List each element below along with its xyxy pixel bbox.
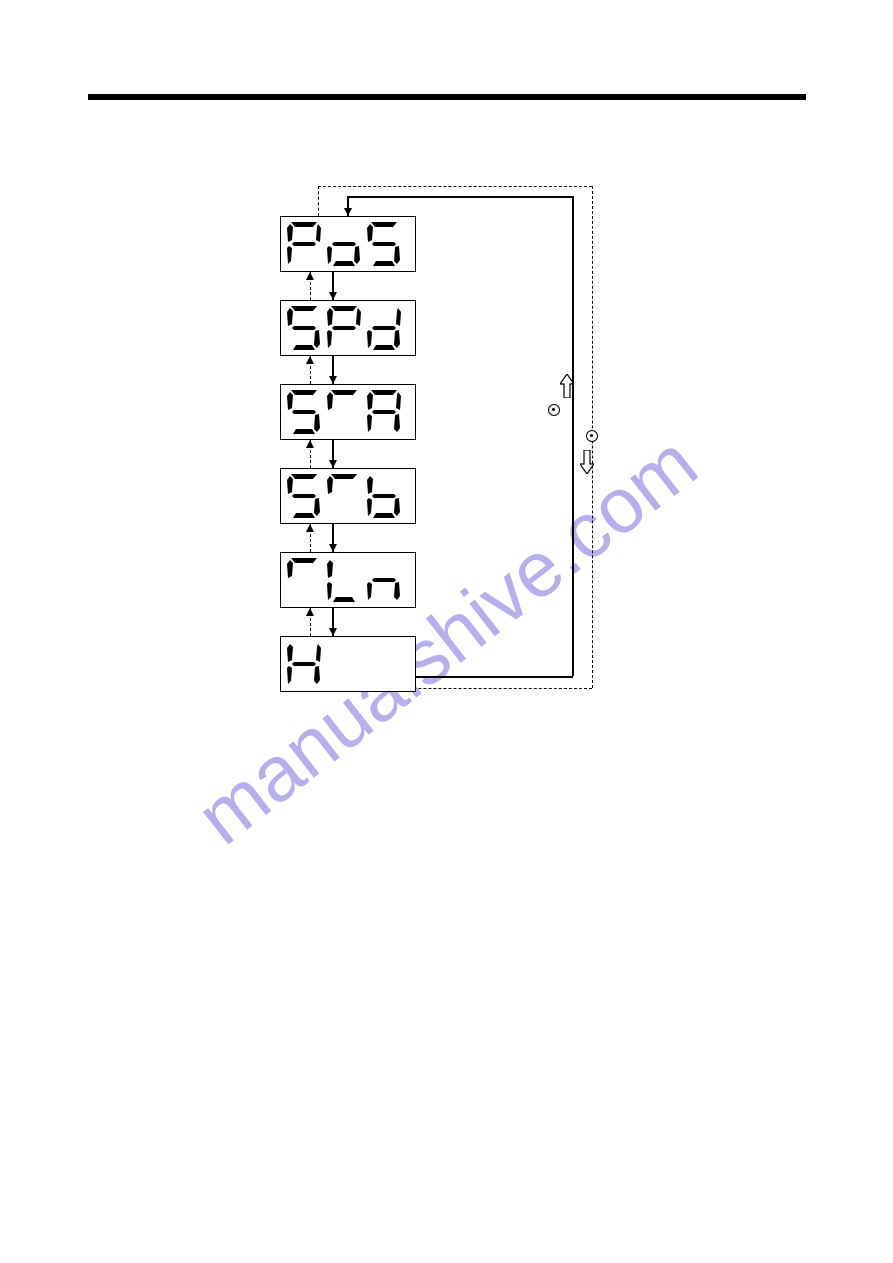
conn-up-4-arrow — [306, 608, 314, 616]
outer-dashed-stub-top — [318, 186, 319, 216]
node-srb — [280, 468, 416, 524]
outer-solid-top — [348, 196, 573, 198]
conn-down-4-arrow — [329, 628, 337, 636]
conn-up-1-arrow — [306, 356, 314, 364]
outer-solid-stub-top — [347, 196, 349, 216]
seg-char — [325, 556, 363, 604]
conn-up-3-arrow — [306, 524, 314, 532]
seg-char — [325, 388, 363, 436]
seg-char — [285, 556, 323, 604]
seg-char — [285, 304, 323, 352]
seg-char — [365, 304, 403, 352]
target-dot-down — [586, 430, 598, 442]
outer-solid-right — [572, 196, 574, 676]
conn-down-2-arrow — [329, 460, 337, 468]
conn-down-0-arrow — [329, 292, 337, 300]
conn-down-1-arrow — [329, 376, 337, 384]
seg-char — [365, 388, 403, 436]
node-pos — [280, 216, 416, 272]
seg-char — [285, 388, 323, 436]
seg-char — [285, 640, 323, 688]
page-rule — [88, 94, 806, 100]
conn-down-3-arrow — [329, 544, 337, 552]
open-arrow-up-icon — [560, 374, 574, 398]
outer-dashed-top — [318, 186, 592, 187]
node-h — [280, 636, 416, 692]
seg-char — [285, 220, 323, 268]
seg-char — [365, 472, 403, 520]
seg-char — [325, 472, 363, 520]
node-sra — [280, 384, 416, 440]
seg-char — [325, 220, 363, 268]
seg-char — [365, 556, 403, 604]
node-spd — [280, 300, 416, 356]
seg-char — [365, 220, 403, 268]
seg-char — [325, 304, 363, 352]
seg-char — [285, 472, 323, 520]
node-rln — [280, 552, 416, 608]
conn-up-0-arrow — [306, 272, 314, 280]
menu-flow-diagram: PoS SPd SrA Srb rLn — [280, 190, 620, 720]
target-dot-up — [548, 404, 560, 416]
open-arrow-down-icon — [580, 450, 594, 474]
conn-up-2-arrow — [306, 440, 314, 448]
